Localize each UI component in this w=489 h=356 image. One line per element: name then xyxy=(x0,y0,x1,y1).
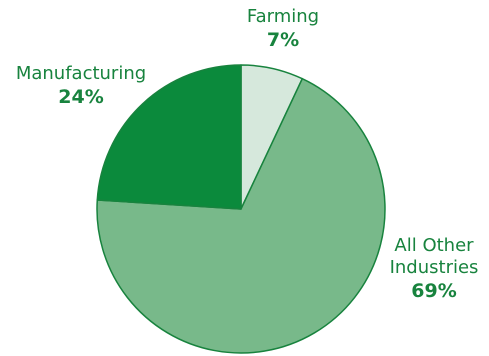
pie-slice-all-other-industries xyxy=(96,77,386,354)
label-all-other-industries: All Other Industries 69% xyxy=(383,235,485,303)
label-manufacturing-name: Manufacturing xyxy=(15,63,147,84)
label-manufacturing: Manufacturing 24% xyxy=(2,63,160,109)
label-farming-name: Farming xyxy=(246,6,320,27)
label-all-other-industries-name: All Other Industries xyxy=(389,235,479,278)
label-all-other-industries-value: 69% xyxy=(411,280,457,302)
label-manufacturing-value: 24% xyxy=(58,86,104,108)
label-farming: Farming 7% xyxy=(228,6,338,52)
label-farming-value: 7% xyxy=(266,29,300,51)
pie-slice-manufacturing xyxy=(96,64,242,210)
